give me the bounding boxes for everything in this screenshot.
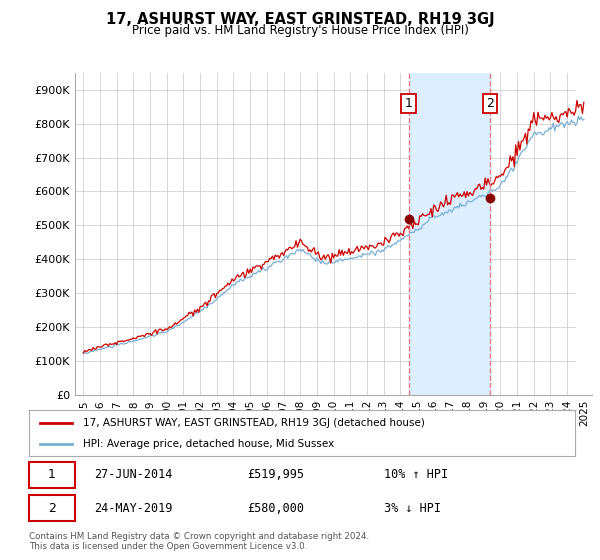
Text: 1: 1 xyxy=(48,468,56,481)
Text: 1: 1 xyxy=(404,97,412,110)
Text: 10% ↑ HPI: 10% ↑ HPI xyxy=(384,468,448,481)
Text: 2: 2 xyxy=(486,97,494,110)
Text: 17, ASHURST WAY, EAST GRINSTEAD, RH19 3GJ (detached house): 17, ASHURST WAY, EAST GRINSTEAD, RH19 3G… xyxy=(83,418,425,428)
Bar xyxy=(575,73,592,395)
FancyBboxPatch shape xyxy=(29,462,75,488)
Text: 24-MAY-2019: 24-MAY-2019 xyxy=(94,502,173,515)
Text: Contains HM Land Registry data © Crown copyright and database right 2024.
This d: Contains HM Land Registry data © Crown c… xyxy=(29,532,369,552)
Text: 2: 2 xyxy=(48,502,56,515)
FancyBboxPatch shape xyxy=(29,495,75,521)
Text: Price paid vs. HM Land Registry's House Price Index (HPI): Price paid vs. HM Land Registry's House … xyxy=(131,24,469,37)
Text: £580,000: £580,000 xyxy=(247,502,304,515)
Text: HPI: Average price, detached house, Mid Sussex: HPI: Average price, detached house, Mid … xyxy=(83,439,335,449)
Text: £519,995: £519,995 xyxy=(247,468,304,481)
Text: 27-JUN-2014: 27-JUN-2014 xyxy=(94,468,173,481)
Text: 3% ↓ HPI: 3% ↓ HPI xyxy=(384,502,441,515)
Bar xyxy=(409,73,490,395)
Text: 17, ASHURST WAY, EAST GRINSTEAD, RH19 3GJ: 17, ASHURST WAY, EAST GRINSTEAD, RH19 3G… xyxy=(106,12,494,27)
